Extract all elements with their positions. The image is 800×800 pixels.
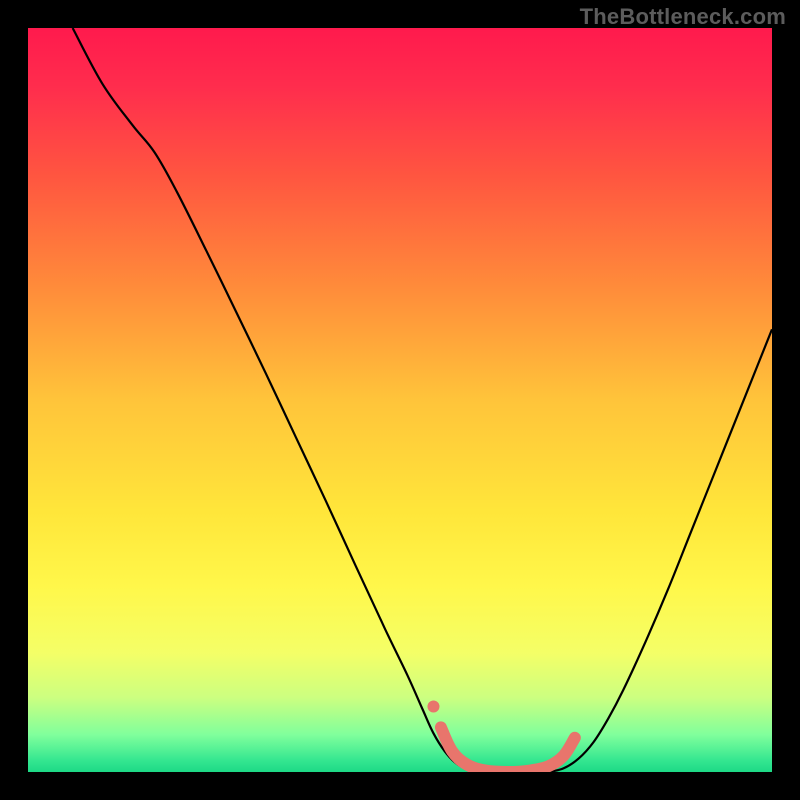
bottleneck-curve-chart bbox=[28, 28, 772, 772]
optimal-range-dot bbox=[427, 701, 439, 713]
left-descending-curve bbox=[73, 28, 482, 772]
watermark-text: TheBottleneck.com bbox=[580, 4, 786, 30]
plot-area bbox=[28, 28, 772, 772]
right-ascending-curve bbox=[549, 329, 772, 772]
optimal-range-band bbox=[441, 727, 575, 772]
